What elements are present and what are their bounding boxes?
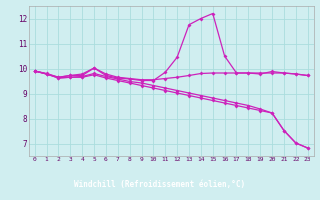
Text: Windchill (Refroidissement éolien,°C): Windchill (Refroidissement éolien,°C) (75, 180, 245, 188)
